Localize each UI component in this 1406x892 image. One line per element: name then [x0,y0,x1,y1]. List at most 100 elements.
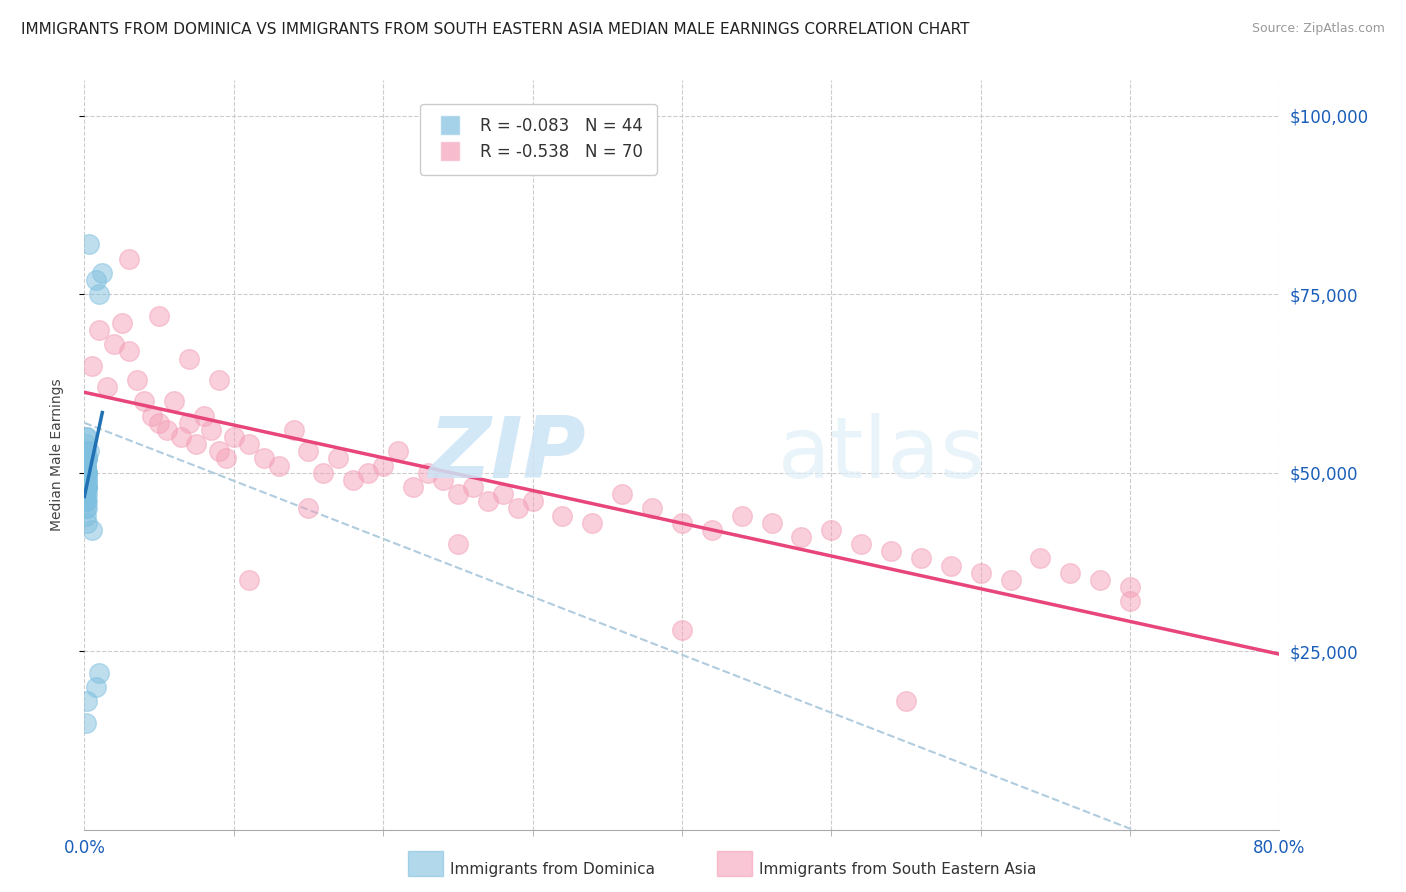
Point [208,444,231,458]
Point [267,458,290,473]
Text: Immigrants from South Eastern Asia: Immigrants from South Eastern Asia [759,863,1036,877]
Point [141,409,163,423]
Point [328,451,350,466]
Point [76,466,98,480]
Point [76,466,98,480]
Point [177,351,200,366]
Point [76,487,98,501]
Point [357,466,380,480]
Point [76,694,98,708]
Text: IMMIGRANTS FROM DOMINICA VS IMMIGRANTS FROM SOUTH EASTERN ASIA MEDIAN MALE EARNI: IMMIGRANTS FROM DOMINICA VS IMMIGRANTS F… [21,22,970,37]
Point [76,430,98,444]
Point [731,508,754,523]
Point [80,359,103,373]
Point [238,437,260,451]
Point [297,444,319,458]
Point [373,458,395,473]
Point [75,458,97,473]
Point [461,480,484,494]
Point [89,287,111,301]
Point [75,437,97,451]
Point [76,494,98,508]
Point [75,430,97,444]
Point [283,423,305,437]
Point [86,680,108,694]
Point [77,237,100,252]
Point [641,501,664,516]
Point [132,394,156,409]
Text: atlas: atlas [778,413,986,497]
Point [193,409,215,423]
Point [148,309,170,323]
Point [939,558,962,573]
Point [76,451,98,466]
Point [215,451,238,466]
Point [1119,580,1142,594]
Point [148,416,170,430]
Point [671,623,693,637]
Point [75,444,97,458]
Point [75,466,97,480]
Point [820,523,842,537]
Point [75,444,97,458]
Point [103,337,125,351]
Point [612,487,634,501]
Point [75,494,97,508]
Point [1029,551,1052,566]
Point [342,473,364,487]
Point [581,516,603,530]
Point [75,458,97,473]
Point [222,430,245,444]
Point [125,373,148,387]
Point [253,451,276,466]
Point [851,537,873,551]
Point [76,516,98,530]
Point [163,394,186,409]
Point [76,466,98,480]
Point [118,252,141,266]
Point [76,473,98,487]
Point [447,537,470,551]
Point [77,444,100,458]
Text: Source: ZipAtlas.com: Source: ZipAtlas.com [1251,22,1385,36]
Point [76,451,98,466]
Point [910,551,932,566]
Point [75,501,97,516]
Point [506,501,529,516]
Point [80,523,103,537]
Point [416,466,439,480]
Point [492,487,515,501]
Point [76,466,98,480]
Point [76,480,98,494]
Point [1059,566,1081,580]
Point [75,458,97,473]
Point [894,694,917,708]
Point [76,480,98,494]
Text: Immigrants from Dominica: Immigrants from Dominica [450,863,655,877]
Legend: R = -0.083   N = 44, R = -0.538   N = 70: R = -0.083 N = 44, R = -0.538 N = 70 [420,103,657,175]
Point [970,566,993,580]
Point [118,344,141,359]
Point [75,508,97,523]
Point [186,437,208,451]
Point [671,516,693,530]
Point [155,423,177,437]
Point [76,473,98,487]
Point [522,494,544,508]
Point [75,466,97,480]
Point [432,473,454,487]
Point [477,494,499,508]
Point [177,416,200,430]
Point [238,573,260,587]
Point [75,480,97,494]
Point [312,466,335,480]
Point [387,444,409,458]
Point [1119,594,1142,608]
Point [75,473,97,487]
Point [761,516,783,530]
Point [75,466,97,480]
Point [111,316,134,330]
Text: ZIP: ZIP [429,413,586,497]
Point [75,487,97,501]
Point [447,487,470,501]
